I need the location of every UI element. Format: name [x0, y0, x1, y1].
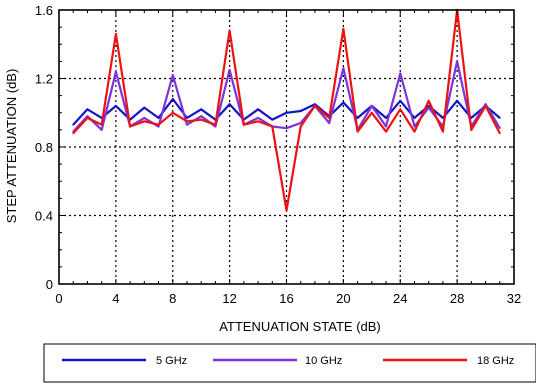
data-point-1	[157, 116, 160, 119]
data-point-3	[114, 33, 117, 35]
data-point-2	[214, 125, 217, 128]
data-point-1	[427, 105, 430, 107]
data-point-1	[399, 99, 402, 102]
data-point-3	[200, 118, 203, 121]
data-point-2	[370, 105, 373, 107]
data-point-3	[257, 120, 259, 123]
data-point-1	[299, 110, 302, 112]
data-point-3	[86, 116, 89, 119]
data-point-1	[342, 101, 345, 104]
data-point-1	[271, 118, 274, 121]
data-point-2	[385, 125, 387, 128]
x-tick-label: 32	[507, 291, 521, 306]
data-point-2	[456, 60, 459, 63]
data-point-3	[484, 105, 487, 107]
legend-label-2: 10 GHz	[305, 355, 342, 367]
x-tick-label: 8	[169, 291, 176, 306]
data-point-2	[186, 123, 188, 126]
data-point-2	[228, 69, 231, 71]
data-point-3	[100, 123, 103, 126]
data-point-2	[143, 116, 146, 119]
x-axis-title: ATTENUATION STATE (dB)	[219, 319, 381, 334]
data-point-3	[186, 120, 188, 123]
data-point-1	[114, 105, 117, 107]
data-point-2	[157, 125, 160, 128]
data-point-1	[257, 108, 259, 111]
data-point-3	[385, 130, 387, 133]
data-point-2	[285, 127, 288, 130]
data-point-3	[242, 123, 245, 126]
data-point-1	[86, 108, 89, 111]
data-point-3	[442, 130, 444, 133]
data-point-2	[200, 115, 203, 118]
data-point-3	[470, 128, 473, 131]
data-point-1	[413, 116, 416, 119]
x-tick-label: 12	[222, 291, 236, 306]
data-point-2	[484, 103, 487, 106]
legend-box	[43, 343, 536, 383]
data-point-3	[271, 125, 274, 128]
data-point-3	[129, 125, 131, 128]
data-point-2	[328, 122, 331, 124]
data-point-3	[356, 130, 359, 133]
data-point-2	[299, 122, 302, 124]
data-point-2	[171, 74, 174, 76]
data-point-2	[399, 72, 402, 75]
data-point-1	[356, 116, 359, 119]
data-point-1	[72, 123, 75, 126]
data-point-3	[299, 125, 302, 128]
data-point-2	[114, 70, 117, 73]
data-point-2	[86, 115, 89, 118]
data-point-3	[228, 29, 231, 32]
data-point-3	[370, 111, 373, 114]
x-tick-label: 4	[112, 291, 119, 306]
y-tick-label: 1.2	[35, 72, 53, 87]
data-point-3	[143, 120, 146, 123]
y-axis-title: STEP ATTENUATION (dB)	[4, 69, 19, 224]
data-point-2	[498, 127, 501, 130]
data-point-1	[456, 99, 459, 102]
y-tick-label: 0.4	[35, 209, 53, 224]
data-point-3	[171, 111, 174, 114]
x-tick-label: 0	[55, 291, 62, 306]
data-point-2	[100, 128, 103, 131]
data-point-1	[285, 111, 288, 114]
data-point-1	[143, 106, 146, 109]
data-point-3	[314, 105, 316, 107]
legend-label-3: 18 GHz	[477, 355, 514, 367]
data-point-3	[328, 116, 331, 119]
data-point-3	[285, 209, 288, 212]
data-point-3	[157, 123, 160, 126]
data-point-2	[342, 67, 345, 70]
data-point-1	[385, 116, 387, 119]
data-point-1	[228, 103, 231, 106]
x-tick-label: 28	[450, 291, 464, 306]
x-tick-label: 20	[336, 291, 350, 306]
data-point-3	[214, 123, 217, 126]
data-point-1	[498, 116, 501, 119]
data-point-3	[342, 27, 345, 30]
data-point-3	[399, 108, 402, 111]
data-point-2	[413, 125, 416, 128]
y-tick-label: 0.8	[35, 140, 53, 155]
data-point-2	[257, 116, 259, 119]
y-tick-label: 0	[46, 277, 53, 292]
x-tick-label: 24	[393, 291, 407, 306]
data-point-3	[72, 132, 75, 135]
data-point-3	[427, 99, 430, 102]
data-point-3	[498, 132, 501, 135]
data-point-1	[200, 108, 203, 111]
x-tick-label: 16	[279, 291, 293, 306]
y-tick-label: 1.6	[35, 3, 53, 18]
data-point-1	[171, 98, 174, 100]
data-point-1	[186, 116, 188, 119]
data-point-3	[413, 130, 416, 133]
data-point-1	[314, 103, 316, 106]
legend-label-1: 5 GHz	[156, 355, 187, 367]
data-point-2	[427, 106, 430, 109]
